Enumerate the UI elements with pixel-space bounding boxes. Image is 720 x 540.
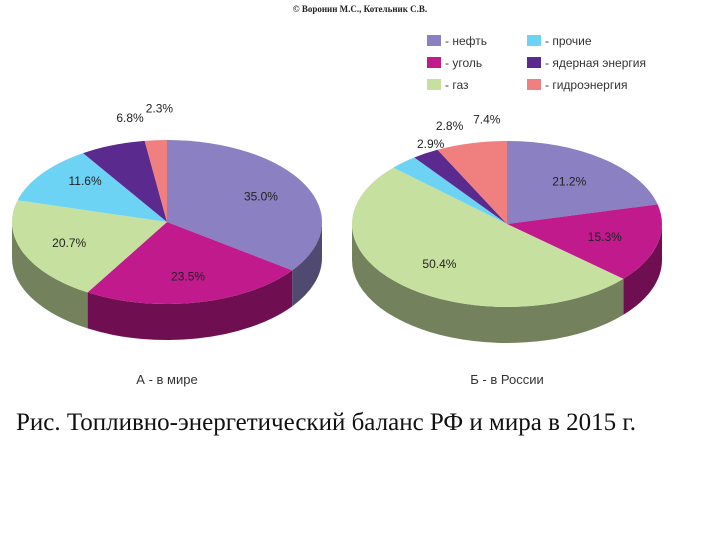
pie-side-gas	[352, 224, 624, 343]
pie-slice-nuc	[83, 140, 167, 222]
legend-swatch-hydro	[527, 79, 541, 90]
pie-title: А - в мире	[136, 372, 197, 387]
pie-slice-gas	[351, 167, 624, 308]
legend-label-oil: - нефть	[445, 34, 487, 48]
legend-label-other: - прочие	[545, 34, 592, 48]
legend: - нефть - прочие - уголь - ядерная энергия -…	[427, 34, 646, 92]
pie-sides	[352, 224, 662, 343]
pie-slice-coal	[507, 204, 663, 279]
slice-label-hydro: 2.3%	[146, 101, 174, 115]
copyright-text: © Воронин М.С., Котельник С.В.	[292, 4, 428, 14]
pie-title: Б - в России	[470, 372, 543, 387]
legend-swatch-gas	[427, 79, 441, 90]
slice-label-nuc: 6.8%	[116, 111, 144, 125]
pie-slice-gas	[12, 200, 168, 293]
pie-slice-hydro	[437, 141, 507, 224]
slice-label-other: 11.6%	[68, 174, 101, 188]
legend-swatch-nuc	[527, 57, 541, 68]
slice-label-hydro: 7.4%	[473, 113, 501, 127]
slice-label-coal: 23.5%	[171, 270, 205, 284]
pie-chart-world: 35.0% 23.5% 20.7% 11.6% 6.8%2.3% А - в мире	[12, 101, 322, 387]
pie-slice-other	[393, 157, 507, 224]
pie-slice-hydro	[144, 140, 167, 222]
pie-side-oil	[292, 222, 322, 307]
legend-swatch-other	[527, 35, 541, 46]
legend-label-coal: - уголь	[445, 56, 482, 70]
legend-label-nuc: - ядерная энергия	[545, 56, 646, 70]
pie-side-coal	[623, 224, 662, 315]
pie-side-gas	[12, 222, 88, 329]
figure-caption: Рис. Топливно-энергетический баланс РФ и…	[16, 409, 637, 436]
pie-slice-coal	[87, 222, 293, 304]
legend-swatch-coal	[427, 57, 441, 68]
pie-chart-russia: 21.2% 15.3% 50.4% 2.9% 2.8% 7.4% Б - в России	[351, 113, 663, 387]
slice-label-gas: 50.4%	[422, 257, 456, 271]
pie-slice-nuc	[414, 149, 507, 224]
slice-label-gas: 20.7%	[52, 236, 86, 250]
slice-label-other: 2.9%	[417, 137, 445, 151]
pie-side-coal	[87, 270, 293, 340]
pie-slice-oil	[167, 140, 322, 271]
pie-charts-figure: - нефть - прочие - уголь - ядерная энергия -…	[12, 34, 663, 387]
legend-label-gas: - газ	[445, 78, 469, 92]
pie-slice-other	[17, 153, 168, 222]
slice-label-oil: 21.2%	[552, 175, 586, 189]
pie-sides	[12, 222, 322, 340]
pie-slice-oil	[507, 141, 658, 224]
slice-label-nuc: 2.8%	[436, 119, 464, 133]
legend-swatch-oil	[427, 35, 441, 46]
slice-label-oil: 35.0%	[244, 190, 278, 204]
slice-label-coal: 15.3%	[588, 230, 622, 244]
legend-label-hydro: - гидроэнергия	[545, 78, 627, 92]
